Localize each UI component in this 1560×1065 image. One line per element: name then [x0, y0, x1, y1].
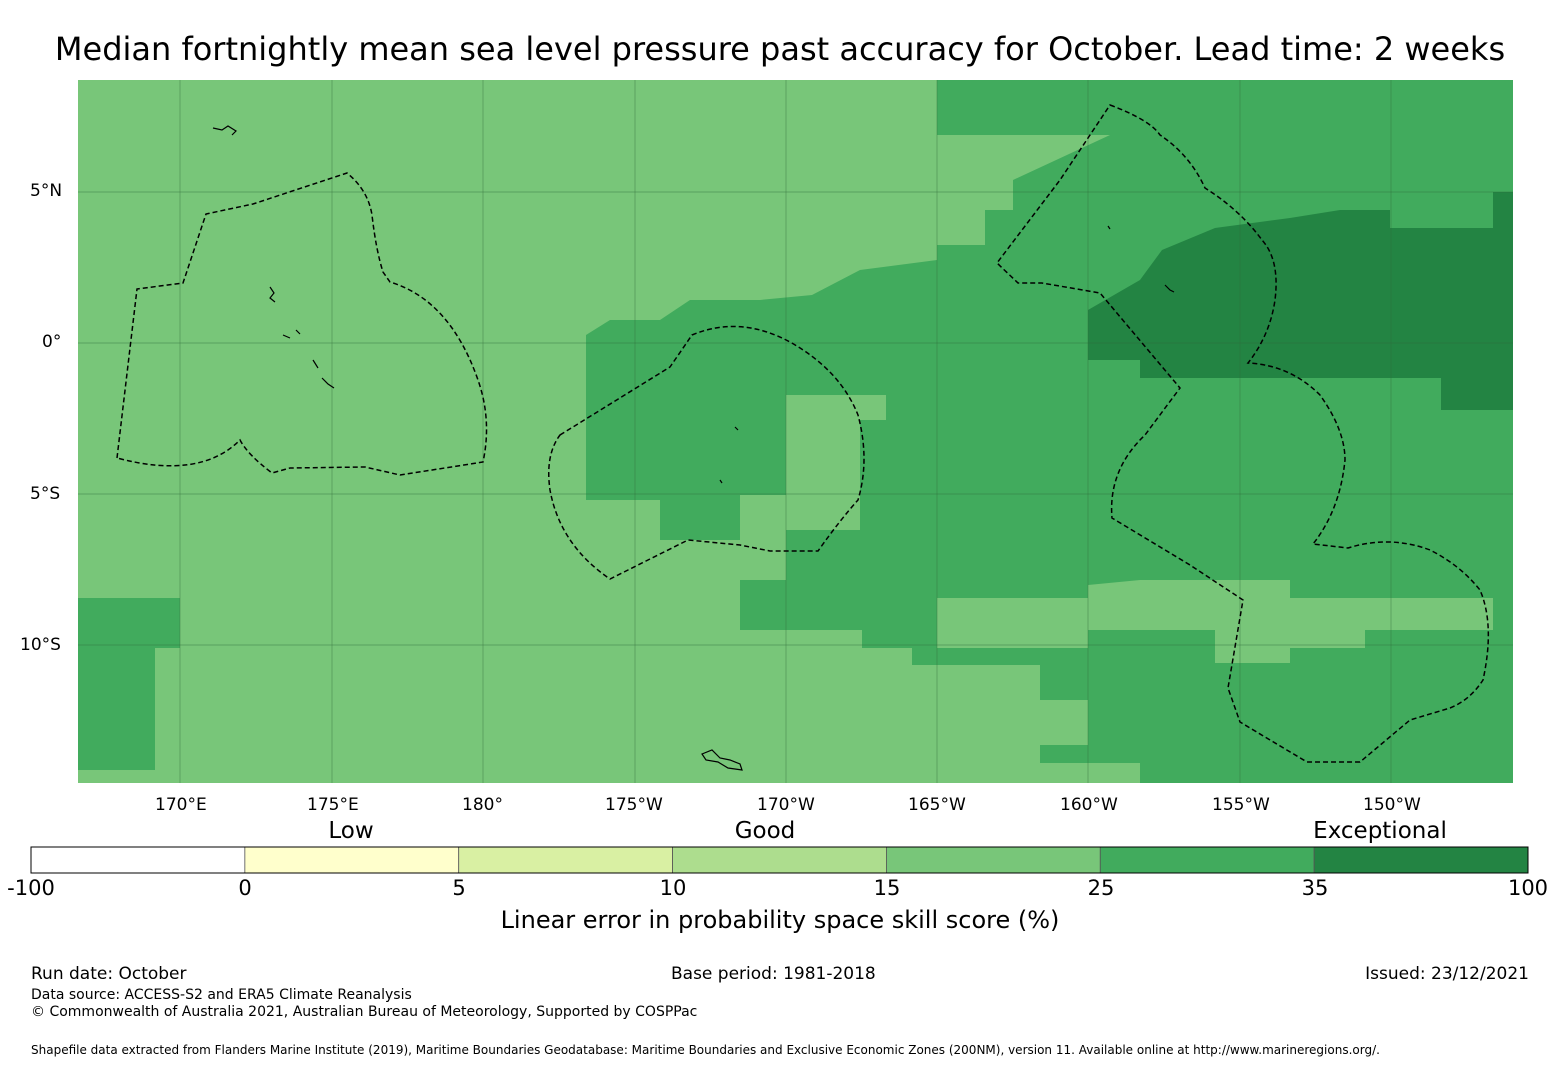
kiribati-atoll-a [212, 125, 237, 136]
tuvalu-atoll [719, 426, 739, 484]
kiribati-atoll-c [312, 359, 335, 389]
colorbar-tick-0: 0 [238, 876, 252, 900]
colorbar-tick-5: 5 [452, 876, 466, 900]
lat-label-5s: 5°S [30, 484, 61, 504]
samoa-islands [701, 749, 743, 771]
region-medium-southwest [78, 598, 180, 770]
category-exceptional: Exceptional [1313, 818, 1447, 844]
kiribati-atoll-f [1107, 225, 1111, 230]
kiribati-atoll-b [269, 286, 276, 303]
run-date: Run date: October [31, 964, 187, 984]
colorbar-tick-100: 100 [1507, 876, 1549, 900]
colorbar-segment-6 [1313, 846, 1529, 874]
lon-label-175w: 175°W [605, 795, 663, 815]
eez-tokelau [548, 325, 865, 580]
region-light-southeast [912, 665, 1088, 763]
colorbar-tick-minus100: -100 [7, 876, 55, 900]
category-low: Low [328, 818, 374, 844]
region-light-south [1088, 580, 1493, 663]
colorbar-frame [30, 846, 1529, 874]
lon-label-150w: 150°W [1363, 795, 1421, 815]
data-source: Data source: ACCESS-S2 and ERA5 Climate … [31, 987, 412, 1003]
colorbar-segment-4 [886, 846, 1101, 874]
colorbar-tick-10: 10 [659, 876, 687, 900]
chart-title: Median fortnightly mean sea level pressu… [54, 30, 1506, 68]
kiribati-atoll-d [282, 329, 301, 339]
colorbar-segment-1 [244, 846, 460, 874]
colorbar-tick-25: 25 [1087, 876, 1115, 900]
colorbar-segment-0 [30, 846, 246, 874]
island-outlines [212, 125, 1175, 771]
copyright: © Commonwealth of Australia 2021, Austra… [31, 1004, 698, 1020]
eez-line-islands [995, 104, 1490, 763]
region-light-southcentral [937, 598, 1088, 648]
lon-label-170e: 170°E [155, 795, 207, 815]
eez-tuvalu-kiribati-west [116, 172, 488, 476]
kiribati-atoll-e [1164, 284, 1175, 293]
colorbar [30, 846, 1529, 874]
colorbar-tick-15: 15 [873, 876, 901, 900]
region-dark [1088, 192, 1513, 410]
skill-score-field [78, 80, 1513, 783]
colorbar-segment-3 [672, 846, 887, 874]
category-good: Good [734, 818, 796, 844]
colorbar-title: Linear error in probability space skill … [500, 906, 1060, 934]
lon-label-180: 180° [462, 795, 503, 815]
lon-label-170w: 170°W [757, 795, 815, 815]
shapefile-credit: Shapefile data extracted from Flanders M… [31, 1043, 1380, 1057]
colorbar-tick-35: 35 [1301, 876, 1329, 900]
lon-label-160w: 160°W [1060, 795, 1118, 815]
gridlines [78, 80, 1513, 783]
lon-label-155w: 155°W [1212, 795, 1270, 815]
base-period: Base period: 1981-2018 [671, 964, 876, 984]
lat-label-10s: 10°S [20, 635, 61, 655]
colorbar-segment-2 [458, 846, 673, 874]
lat-label-5n: 5°N [30, 181, 63, 201]
issued-date: Issued: 23/12/2021 [1365, 964, 1529, 984]
eez-boundaries [116, 104, 1490, 763]
lon-label-175e: 175°E [307, 795, 359, 815]
colorbar-segment-5 [1099, 846, 1315, 874]
lon-label-165w: 165°W [908, 795, 966, 815]
region-medium-tokelau [586, 260, 937, 540]
lat-label-0: 0° [42, 332, 62, 352]
